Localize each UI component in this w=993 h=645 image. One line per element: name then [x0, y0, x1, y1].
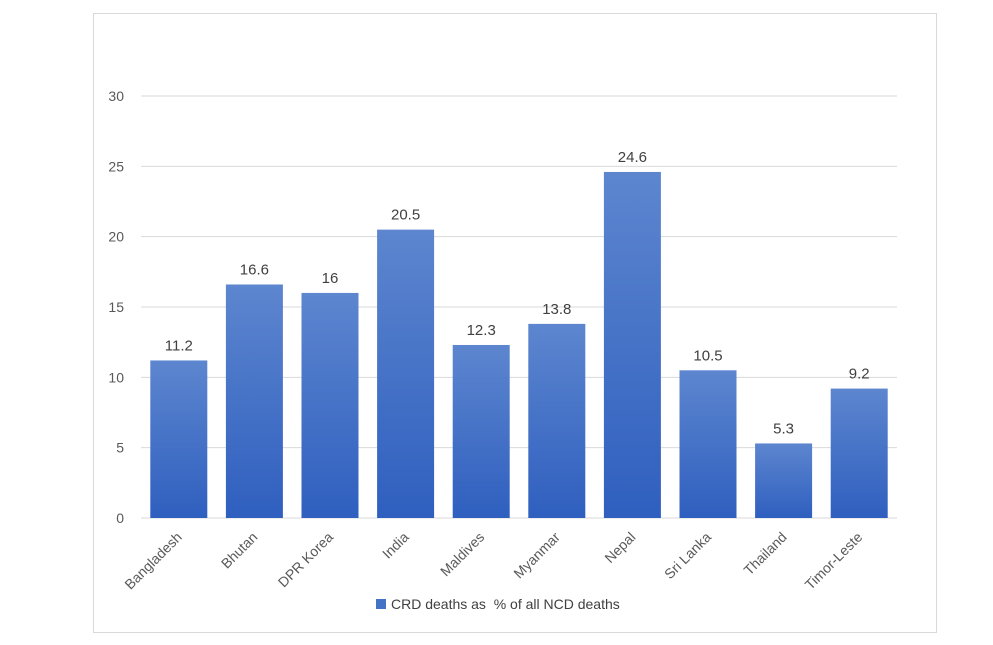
y-tick-label: 20 [108, 229, 124, 245]
data-label: 9.2 [849, 366, 870, 383]
data-label: 13.8 [542, 301, 571, 318]
data-labels: 11.2 16.6 16 20.5 12.3 13.8 24.6 10.5 5.3 9.2 [165, 149, 870, 437]
y-tick-label: 0 [116, 510, 124, 526]
bars [150, 171, 888, 518]
x-category-label: Bhutan [218, 529, 261, 572]
y-tick-label: 30 [108, 88, 124, 104]
bar [452, 344, 510, 518]
x-axis-category-labels: Bangladesh Bhutan DPR Korea India Maldives My… [121, 529, 865, 593]
bar [755, 443, 813, 518]
data-label: 11.2 [165, 337, 193, 354]
legend-swatch [376, 599, 386, 609]
data-label: 16.6 [240, 261, 269, 278]
x-category-label: Nepal [601, 529, 638, 566]
bar [150, 360, 208, 518]
bar [301, 292, 359, 518]
data-label: 20.5 [391, 207, 420, 224]
y-tick-label: 25 [108, 158, 124, 174]
x-category-label: Sri Lanka [661, 529, 714, 582]
x-category-label: Myanmar [510, 529, 563, 582]
y-tick-label: 10 [108, 369, 124, 385]
data-label: 16 [322, 270, 339, 287]
bar [603, 171, 661, 518]
x-category-label: Thailand [740, 529, 789, 578]
legend-label: CRD deaths as % of all NCD deaths [391, 596, 620, 612]
y-tick-label: 5 [116, 440, 124, 456]
legend: CRD deaths as % of all NCD deaths [376, 596, 620, 612]
x-category-label: Timor-Leste [802, 529, 866, 593]
data-label: 24.6 [618, 149, 647, 166]
y-axis-tick-labels: 0 5 10 15 20 25 30 [108, 88, 124, 526]
y-tick-label: 15 [108, 299, 124, 315]
bar [377, 229, 435, 518]
bar [679, 370, 737, 518]
x-category-label: Maldives [437, 529, 487, 579]
bar [528, 323, 586, 518]
data-label: 10.5 [693, 347, 722, 364]
data-label: 5.3 [773, 420, 794, 437]
data-label: 12.3 [467, 322, 496, 339]
x-category-label: India [379, 529, 412, 562]
bar [830, 388, 888, 518]
x-category-label: Bangladesh [121, 529, 185, 593]
bar [225, 284, 283, 518]
x-category-label: DPR Korea [275, 529, 337, 591]
